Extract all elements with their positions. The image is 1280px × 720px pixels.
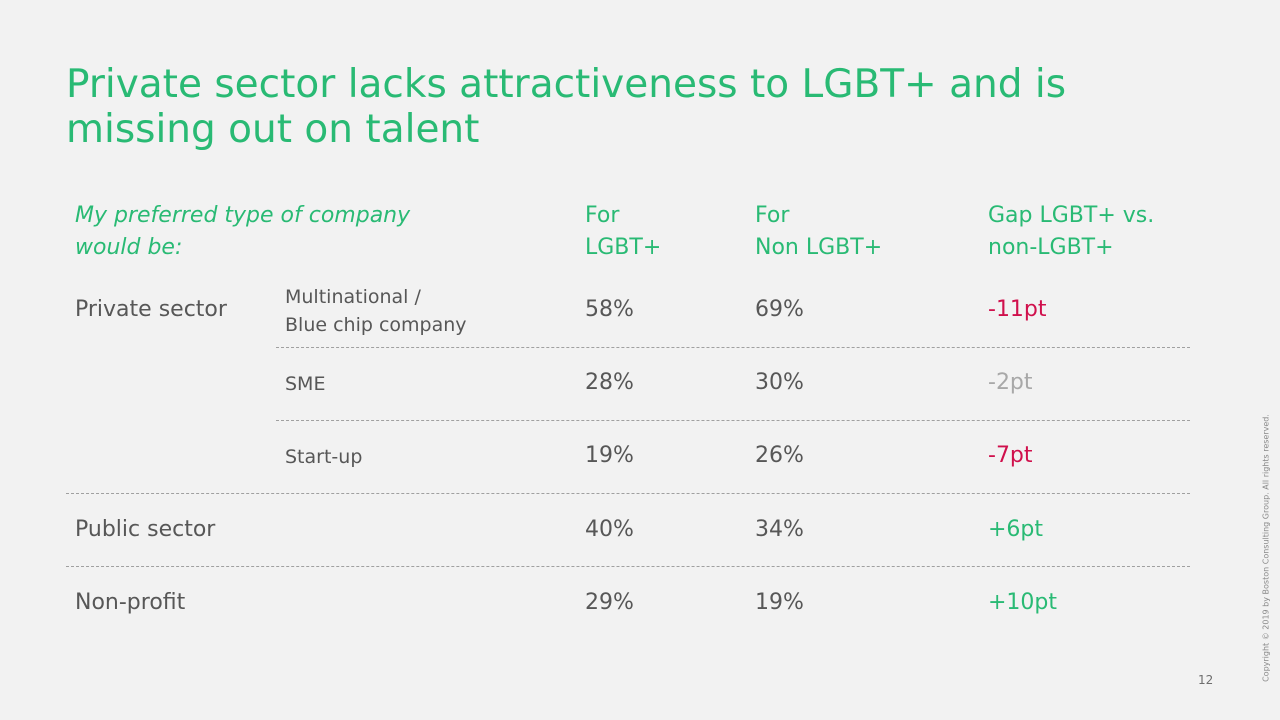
value-lgbt: 58%	[585, 297, 634, 322]
row-sub-label: Start-up	[285, 446, 363, 468]
row-group-label: Public sector	[75, 517, 216, 542]
value-non-lgbt: 30%	[755, 370, 804, 395]
value-gap: -2pt	[988, 370, 1033, 395]
value-lgbt: 29%	[585, 590, 634, 615]
row-divider	[276, 347, 1190, 348]
row-sub-label: Multinational / Blue chip company	[285, 283, 467, 339]
value-gap: +6pt	[988, 517, 1044, 542]
question-header: My preferred type of company would be:	[75, 200, 410, 264]
value-non-lgbt: 19%	[755, 590, 804, 615]
question-line-2: would be:	[75, 235, 183, 260]
col-header-gap-line-2: non-LGBT+	[988, 235, 1114, 260]
col-header-non-line-2: Non LGBT+	[755, 235, 883, 260]
col-header-lgbt-line-1: For	[585, 203, 620, 228]
page-number: 12	[1198, 673, 1214, 687]
row-sub-label-line-2: Blue chip company	[285, 314, 467, 336]
section-divider	[66, 566, 1190, 567]
value-non-lgbt: 69%	[755, 297, 804, 322]
value-non-lgbt: 34%	[755, 517, 804, 542]
question-line-1: My preferred type of company	[75, 203, 411, 228]
value-non-lgbt: 26%	[755, 443, 804, 468]
value-lgbt: 40%	[585, 517, 634, 542]
row-sub-label: SME	[285, 373, 326, 395]
col-header-non-line-1: For	[755, 203, 790, 228]
row-group-label: Private sector	[75, 297, 227, 322]
copyright-notice: Copyright © 2019 by Boston Consulting Gr…	[1261, 414, 1271, 682]
value-gap: +10pt	[988, 590, 1058, 615]
col-header-lgbt-line-2: LGBT+	[585, 235, 662, 260]
row-group-label: Non-profit	[75, 590, 186, 615]
col-header-gap: Gap LGBT+ vs. non-LGBT+	[988, 200, 1154, 264]
slide-title: Private sector lacks attractiveness to L…	[66, 62, 1067, 152]
col-header-lgbt: For LGBT+	[585, 200, 661, 264]
value-lgbt: 28%	[585, 370, 634, 395]
row-divider	[276, 420, 1190, 421]
value-gap: -11pt	[988, 297, 1047, 322]
col-header-non-lgbt: For Non LGBT+	[755, 200, 882, 264]
value-gap: -7pt	[988, 443, 1033, 468]
value-lgbt: 19%	[585, 443, 634, 468]
row-sub-label-line-1: Multinational /	[285, 286, 421, 308]
section-divider	[66, 493, 1190, 494]
col-header-gap-line-1: Gap LGBT+ vs.	[988, 203, 1155, 228]
